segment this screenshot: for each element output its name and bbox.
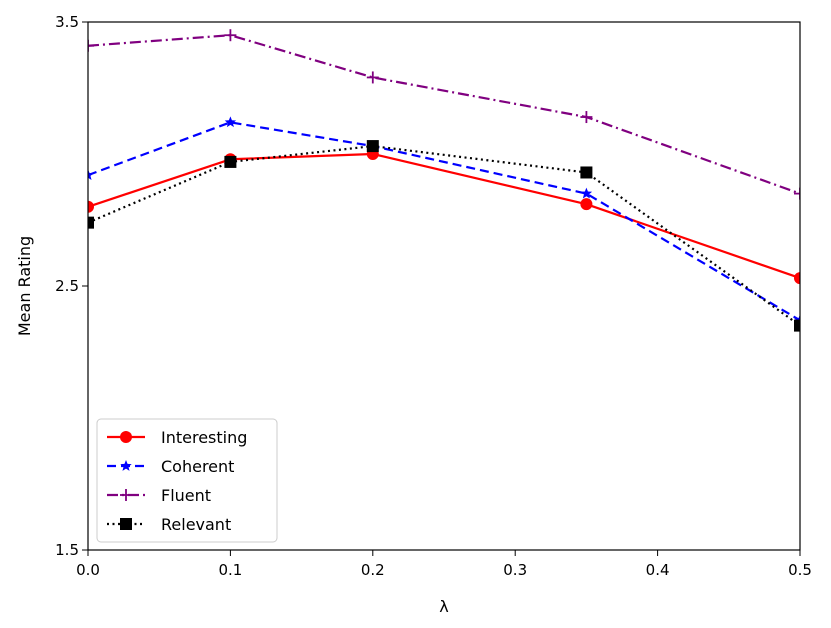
legend-item-relevant: Relevant [107,515,231,534]
series-coherent [88,116,800,326]
data-point-relevant [88,216,94,229]
data-point-coherent [224,116,237,128]
series-layer [88,29,800,332]
legend-item-coherent: Coherent [107,457,234,476]
legend: Interesting Coherent Fluent Relevant [96,418,278,543]
data-point-interesting [88,200,94,213]
legend-box [96,418,278,543]
x-tick-label: 0.0 [76,561,100,579]
axes-layer: 0.0 0.1 0.2 0.3 0.4 0.5 1.5 2.5 3.5 [55,13,812,579]
series-line-relevant [88,144,800,327]
data-point-interesting [794,272,800,285]
data-point-relevant [794,319,800,332]
legend-marker-coherent [120,460,132,471]
series-relevant [88,140,800,332]
legend-label-fluent: Fluent [161,486,211,505]
legend-label-coherent: Coherent [161,457,234,476]
y-axis-label: Mean Rating [15,236,34,336]
x-tick-label: 0.1 [218,561,242,579]
series-interesting [88,148,800,285]
series-line-interesting [88,152,800,280]
x-tick-label: 0.5 [788,561,812,579]
legend-item-fluent: Fluent [107,486,211,505]
y-tick-label: 3.5 [55,13,79,31]
data-point-fluent [794,187,800,200]
plot-area [88,29,800,332]
data-point-fluent [580,111,593,124]
data-point-coherent [580,187,593,199]
y-tick-label: 1.5 [55,541,79,559]
y-tick-label: 2.5 [55,277,79,295]
x-tick-label: 0.2 [361,561,385,579]
data-point-relevant [580,166,593,179]
data-point-fluent [366,71,379,84]
data-point-fluent [224,29,237,42]
data-point-relevant [366,140,379,153]
data-point-fluent [88,39,94,52]
x-axis-label: λ [439,597,448,616]
legend-marker-relevant [120,518,132,530]
legend-label-interesting: Interesting [161,428,247,447]
legend-item-interesting: Interesting [107,428,247,447]
legend-marker-interesting [120,431,132,443]
series-line-coherent [88,121,800,322]
data-point-relevant [224,155,237,168]
legend-marker-fluent [120,489,132,501]
data-point-interesting [580,198,593,211]
series-fluent [88,29,800,200]
x-tick-label: 0.3 [503,561,527,579]
data-point-coherent [88,169,94,180]
x-tick-label: 0.4 [646,561,670,579]
legend-label-relevant: Relevant [161,515,231,534]
